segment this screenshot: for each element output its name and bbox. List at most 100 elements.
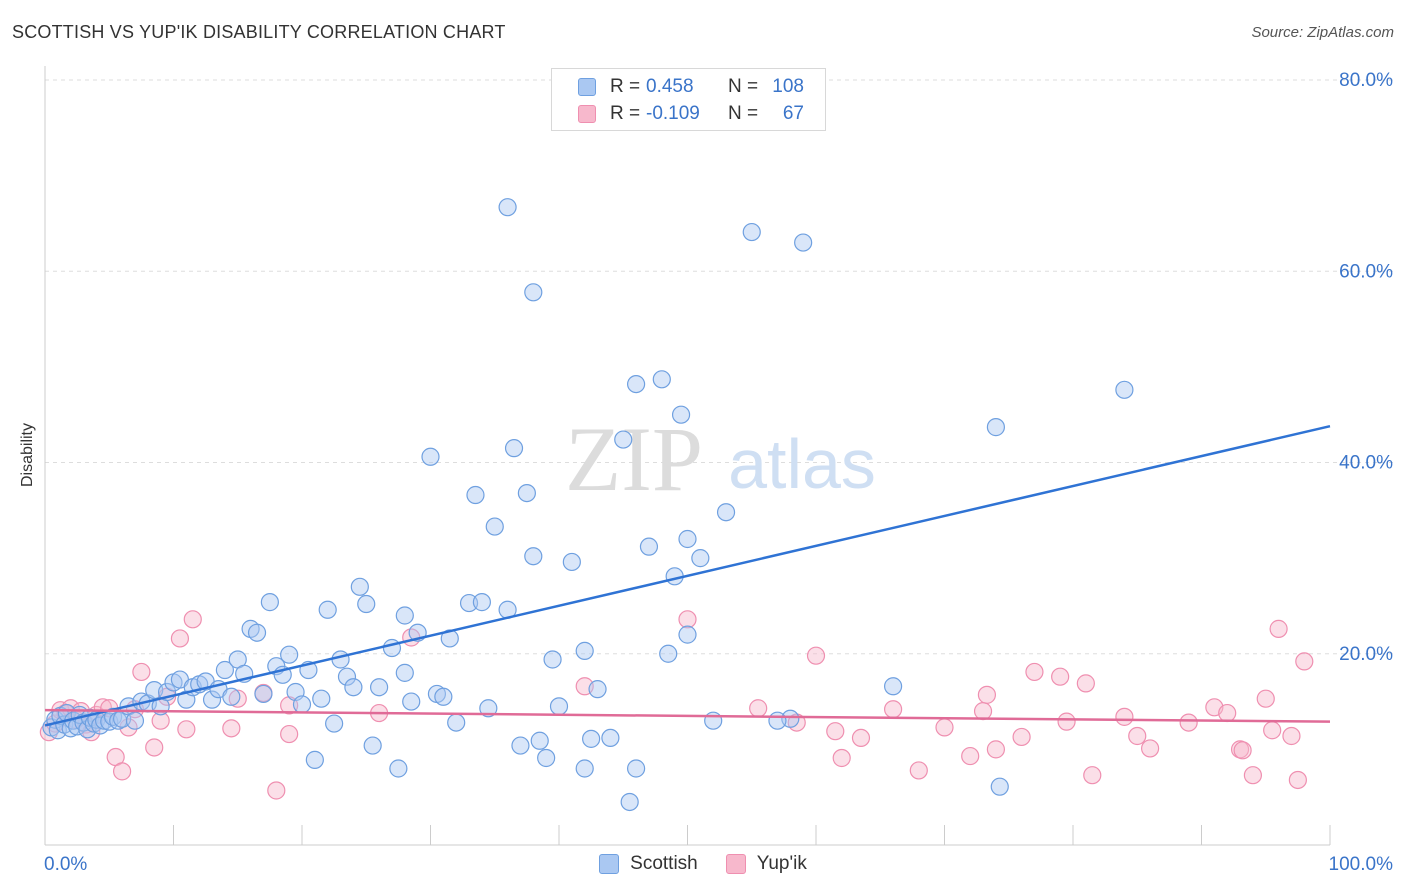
yupik-point: [183, 610, 202, 629]
yupik-point: [1282, 726, 1301, 746]
watermark-atlas: atlas: [728, 425, 876, 503]
yupik-point: [1288, 770, 1307, 790]
yupik-point: [228, 689, 247, 708]
scottish-point: [652, 370, 671, 389]
scottish-point: [704, 711, 723, 730]
scottish-point: [350, 577, 369, 596]
scottish-point: [517, 484, 536, 503]
scottish-point: [434, 687, 453, 706]
scottish-point: [337, 667, 357, 686]
scottish-point: [357, 594, 376, 614]
scottish-point: [537, 748, 556, 768]
legend-row-scottish: R = 0.458 N = 108: [578, 75, 804, 99]
yupik-point: [935, 718, 954, 737]
yupik-point: [177, 720, 196, 739]
scottish-point: [691, 549, 710, 568]
scottish-point: [498, 198, 517, 217]
scottish-point: [312, 689, 331, 708]
scottish-point: [292, 695, 312, 714]
yupik-point: [986, 740, 1006, 759]
scottish-point: [254, 684, 273, 704]
yupik-point: [1179, 713, 1198, 732]
yupik-point: [1025, 662, 1044, 682]
scottish-point: [389, 759, 408, 778]
scottish-point: [202, 690, 222, 709]
legend-row-yupik: R = -0.109 N = 67: [578, 102, 804, 126]
scottish-point: [524, 283, 543, 302]
yupik-point: [112, 762, 132, 781]
yupik-point: [749, 699, 768, 718]
yupik-point: [267, 781, 286, 800]
correlation-legend: R = 0.458 N = 108 R = -0.109 N = 67: [551, 68, 826, 131]
legend-label-scottish: Scottish: [630, 853, 698, 874]
scottish-point: [402, 692, 421, 711]
scottish-point: [626, 759, 646, 778]
trend-lines: [44, 424, 1331, 727]
scottish-point: [260, 593, 279, 612]
yupik-point: [832, 748, 851, 768]
scottish-swatch: [578, 78, 596, 96]
scottish-point: [485, 517, 504, 536]
scottish-point: [222, 687, 241, 706]
legend-item-scottish: Scottish: [599, 852, 698, 876]
scottish-point: [466, 485, 485, 505]
y-tick-label: 80.0%: [1339, 70, 1393, 91]
yupik-swatch: [725, 854, 746, 874]
y-tick-label: 40.0%: [1339, 453, 1393, 474]
scottish-point: [883, 677, 903, 696]
yupik-point: [1012, 727, 1031, 747]
legend-item-yupik: Yup'ik: [725, 852, 807, 876]
x-tick-label: 0.0%: [44, 854, 87, 875]
scottish-point: [363, 736, 382, 755]
yupik-point: [973, 702, 993, 721]
r-value: 0.458: [646, 76, 694, 97]
scottish-point: [575, 641, 594, 660]
chart-title: SCOTTISH VS YUP'IK DISABILITY CORRELATIO…: [12, 22, 506, 42]
scottish-point: [716, 503, 736, 522]
scottish-point: [626, 374, 646, 394]
scottish-point: [344, 678, 363, 697]
scottish-point: [530, 731, 549, 750]
scottish-point: [562, 552, 581, 572]
scottish-point: [421, 447, 440, 466]
yupik-point: [806, 646, 826, 665]
scottish-point: [678, 625, 697, 644]
scottish-point: [247, 623, 267, 642]
scottish-point: [305, 750, 324, 769]
yupik-point: [170, 629, 190, 648]
y-tick-label: 60.0%: [1339, 261, 1393, 282]
scottish-point: [511, 736, 530, 755]
yupik-point: [280, 724, 299, 744]
yupik-point: [1256, 689, 1275, 708]
yupik-point: [222, 719, 241, 738]
n-label: N =: [728, 76, 759, 97]
scottish-point: [447, 713, 466, 732]
r-label: R =: [610, 76, 641, 97]
yupik-point: [145, 738, 164, 757]
yupik-point: [1128, 726, 1147, 746]
scottish-point: [588, 680, 607, 699]
scottish-point: [768, 711, 787, 730]
r-value: -0.109: [646, 103, 700, 124]
yupik-point: [1140, 739, 1160, 758]
source-credit: Source: ZipAtlas.com: [1251, 24, 1394, 41]
scottish-point: [671, 405, 691, 424]
scottish-point: [986, 418, 1006, 437]
scottish-point: [318, 600, 337, 619]
n-label: N =: [728, 103, 759, 124]
scottish-point: [370, 678, 389, 697]
r-label: R =: [610, 103, 641, 124]
n-value: 67: [782, 103, 804, 124]
scottish-point: [543, 650, 562, 669]
x-tick-label: 100.0%: [1329, 854, 1394, 875]
scottish-point: [582, 729, 601, 748]
yupik-point: [1115, 707, 1134, 726]
scottish-point: [395, 606, 414, 625]
yupik-swatch: [578, 105, 596, 123]
scottish-trend-line: [44, 424, 1331, 727]
yupik-point: [1295, 652, 1314, 671]
scottish-point: [678, 529, 697, 549]
scottish-points: [42, 198, 1134, 812]
yupik-point: [1233, 741, 1252, 760]
scottish-point: [990, 777, 1009, 796]
